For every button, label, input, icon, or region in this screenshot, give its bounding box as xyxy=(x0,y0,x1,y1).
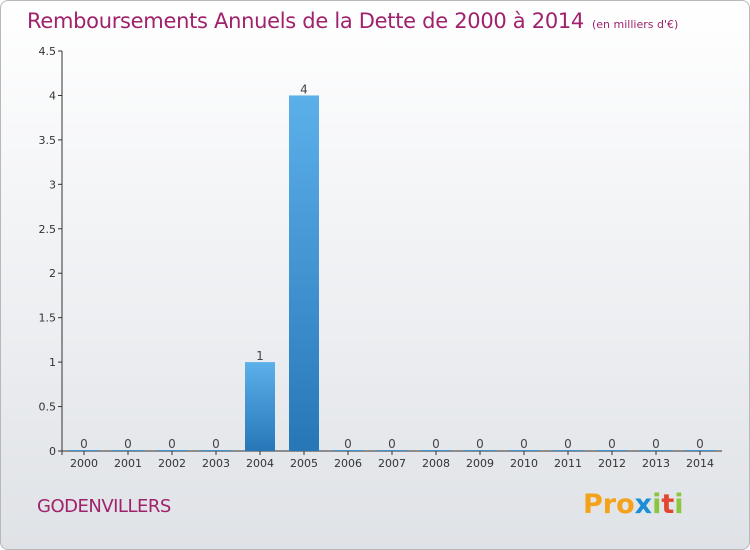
bar xyxy=(157,450,187,451)
bar xyxy=(289,95,319,451)
bar xyxy=(69,450,99,451)
y-tick-label: 3 xyxy=(49,178,56,191)
x-tick-label: 2004 xyxy=(246,457,274,470)
chart-unit-label: (en milliers d'€) xyxy=(592,18,679,31)
bar xyxy=(245,362,275,451)
logo-part-1: Pro xyxy=(583,489,635,520)
x-tick-label: 2011 xyxy=(554,457,582,470)
y-tick-label: 3.5 xyxy=(39,134,57,147)
y-tick-label: 0 xyxy=(49,445,56,458)
bar xyxy=(113,450,143,451)
x-tick-label: 2013 xyxy=(642,457,670,470)
x-tick-label: 2010 xyxy=(510,457,538,470)
logo-part-2: x xyxy=(634,489,653,520)
x-tick-label: 2000 xyxy=(70,457,98,470)
bar-value-label: 1 xyxy=(256,349,264,363)
bar xyxy=(201,450,231,451)
x-tick-label: 2012 xyxy=(598,457,626,470)
x-tick-label: 2005 xyxy=(290,457,318,470)
y-tick-label: 2.5 xyxy=(39,223,57,236)
bar xyxy=(509,450,539,451)
bar xyxy=(333,450,363,451)
bar-value-label: 0 xyxy=(520,437,528,451)
chart-title-text: Remboursements Annuels de la Dette de 20… xyxy=(27,9,584,33)
x-tick-label: 2003 xyxy=(202,457,230,470)
bar-value-label: 0 xyxy=(432,437,440,451)
y-tick-label: 4.5 xyxy=(39,45,57,58)
bar-value-label: 0 xyxy=(80,437,88,451)
x-tick-label: 2001 xyxy=(114,457,142,470)
bar-value-label: 0 xyxy=(212,437,220,451)
chart-title: Remboursements Annuels de la Dette de 20… xyxy=(27,9,678,33)
bar-value-label: 0 xyxy=(344,437,352,451)
bar-value-label: 0 xyxy=(564,437,572,451)
y-tick-label: 1.5 xyxy=(39,312,57,325)
bar-value-label: 0 xyxy=(696,437,704,451)
x-tick-label: 2007 xyxy=(378,457,406,470)
bar-value-label: 0 xyxy=(168,437,176,451)
bar xyxy=(553,450,583,451)
x-tick-label: 2008 xyxy=(422,457,450,470)
bar xyxy=(421,450,451,451)
y-tick-label: 2 xyxy=(49,267,56,280)
bar-value-label: 0 xyxy=(608,437,616,451)
bar-value-label: 0 xyxy=(388,437,396,451)
y-tick-label: 1 xyxy=(49,356,56,369)
bar xyxy=(597,450,627,451)
logo-part-5: i xyxy=(674,489,684,520)
x-tick-label: 2002 xyxy=(158,457,186,470)
y-tick-label: 4 xyxy=(49,89,56,102)
bar-value-label: 4 xyxy=(300,82,308,96)
x-tick-label: 2006 xyxy=(334,457,362,470)
x-tick-label: 2014 xyxy=(686,457,714,470)
logo-part-3: i xyxy=(652,489,662,520)
logo-part-4: t xyxy=(661,489,675,520)
bar-value-label: 0 xyxy=(476,437,484,451)
bar xyxy=(685,450,715,451)
y-tick-label: 0.5 xyxy=(39,401,57,414)
bar xyxy=(377,450,407,451)
bar-value-label: 0 xyxy=(124,437,132,451)
city-name: GODENVILLERS xyxy=(37,496,171,517)
bar xyxy=(465,450,495,451)
bar xyxy=(641,450,671,451)
x-tick-label: 2009 xyxy=(466,457,494,470)
bar-value-label: 0 xyxy=(652,437,660,451)
proxiti-logo: Proxiti xyxy=(583,489,684,520)
